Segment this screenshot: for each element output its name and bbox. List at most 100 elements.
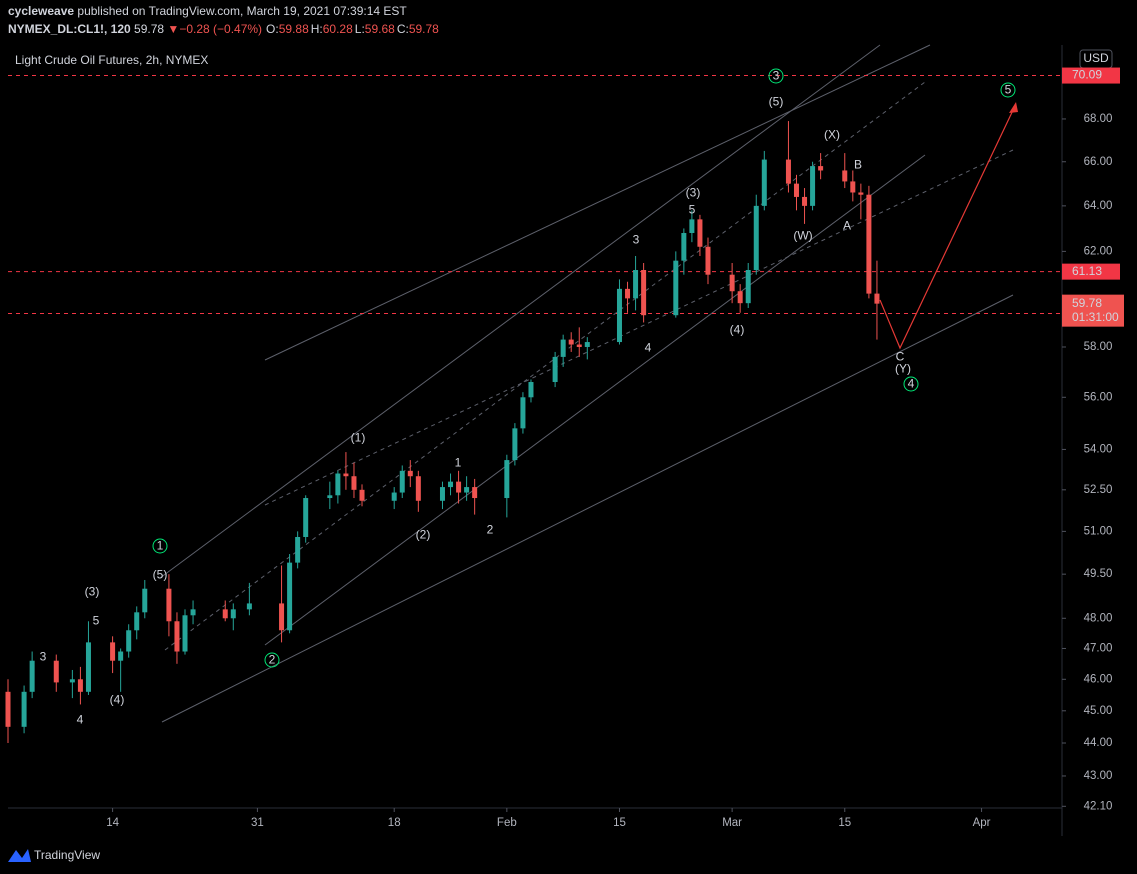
candle-body (737, 291, 743, 304)
plot: 42.10 43.00 44.00 45.00 46.00 47.00 48.00 49.50… (5, 67, 1124, 829)
change: −0.28 (−0.47%) (179, 22, 262, 36)
wave-circle (903, 376, 919, 392)
candle-body (391, 492, 397, 501)
candle-body (464, 487, 470, 493)
candle-body (69, 679, 75, 683)
candle-body (5, 691, 11, 727)
x-tick-label: Mar (722, 817, 742, 829)
candle-body (673, 260, 679, 316)
candle-body (818, 166, 824, 171)
wave-label: (1) (351, 431, 366, 445)
candle-body (246, 603, 252, 610)
candle-body (166, 588, 172, 622)
wave-label: 3 (633, 233, 640, 247)
candle-body (53, 660, 59, 683)
last-price-box (1062, 294, 1124, 327)
candle-body (303, 498, 309, 538)
wave-circle (264, 652, 280, 668)
candle-body (625, 288, 631, 299)
candle-body (118, 651, 124, 661)
wave-label: 1 (157, 539, 164, 553)
currency: USD (1083, 51, 1109, 65)
wave-label: 4 (77, 713, 84, 727)
ohlc-label: C: (397, 22, 409, 36)
header-line: cycleweave published on TradingView.com,… (8, 4, 407, 18)
candle-body (568, 339, 574, 345)
brand: TradingView (34, 848, 100, 862)
ohlc-label: H: (311, 22, 323, 36)
candle-body (528, 382, 534, 398)
y-tick-label: 42.10 (1084, 800, 1113, 812)
candle-body (399, 470, 405, 493)
wave-label: 5 (93, 614, 100, 628)
last-price: 59.78 (1072, 296, 1102, 310)
wave-label: (X) (824, 128, 840, 142)
candle-body (142, 588, 148, 613)
trend-line (264, 149, 1014, 506)
candle-body (110, 642, 116, 661)
ohlc-value: 59.68 (365, 22, 395, 36)
y-tick-label: 52.50 (1084, 484, 1113, 496)
candle-body (520, 397, 526, 429)
candle-body (182, 615, 188, 652)
y-tick-label: 48.00 (1084, 612, 1113, 624)
chart-title: Light Crude Oil Futures, 2h, NYMEX (15, 53, 208, 67)
trend-line (159, 44, 881, 579)
price-box (1062, 263, 1120, 280)
last: 59.78 (134, 22, 164, 36)
wave-label: (5) (769, 95, 784, 109)
candle-body (681, 232, 687, 261)
candle-body (359, 489, 365, 501)
candle-body (689, 219, 695, 233)
symbol-line: NYMEX_DL:CL1!, 120 59.78 ▼−0.28 (−0.47%)… (8, 22, 439, 36)
wave-label: 4 (908, 377, 915, 391)
y-tick-label: 49.50 (1084, 568, 1113, 580)
wave-label: 2 (487, 523, 494, 537)
y-tick-label: 62.00 (1084, 245, 1113, 257)
wave-label: 2 (269, 653, 276, 667)
logo (8, 849, 31, 862)
candle-body (850, 181, 856, 193)
wave-label: (5) (153, 568, 168, 582)
candle-body (641, 269, 647, 316)
wave-circle (1000, 82, 1016, 98)
candle-body (77, 679, 83, 692)
y-tick-label: 66.00 (1084, 156, 1113, 168)
candle-body (874, 293, 880, 304)
candle-body (126, 630, 132, 652)
candle-body (810, 166, 816, 206)
candle-body (753, 205, 759, 270)
candle-body (327, 495, 333, 499)
y-tick-label: 45.00 (1084, 705, 1113, 717)
x-tick-label: 18 (388, 817, 401, 829)
change-arrow: ▼ (167, 22, 179, 36)
candle-body (584, 342, 590, 347)
candle-body (802, 196, 808, 206)
candle-body (407, 470, 413, 477)
wave-label: 4 (645, 341, 652, 355)
wave-label: (Y) (895, 362, 911, 376)
candle-body (448, 481, 454, 488)
x-tick-label: 15 (838, 817, 851, 829)
candle-body (174, 621, 180, 652)
candle-body (793, 183, 799, 197)
candle-body (705, 246, 711, 275)
candle-body (279, 603, 285, 631)
x-tick-label: Apr (973, 817, 991, 829)
projection-arrow (879, 105, 1016, 350)
y-tick-label: 64.00 (1084, 200, 1113, 212)
candle-body (439, 487, 445, 501)
x-tick-label: Feb (497, 817, 517, 829)
candle-body (785, 159, 791, 184)
trend-line (164, 81, 926, 651)
wave-label: 5 (1005, 83, 1012, 97)
candle-body (576, 344, 582, 347)
wave-label: A (843, 219, 851, 233)
candle-body (190, 609, 196, 616)
y-tick-label: 56.00 (1084, 391, 1113, 403)
candle-body (351, 476, 357, 490)
candle-body (504, 460, 510, 499)
wave-label: (3) (686, 186, 701, 200)
